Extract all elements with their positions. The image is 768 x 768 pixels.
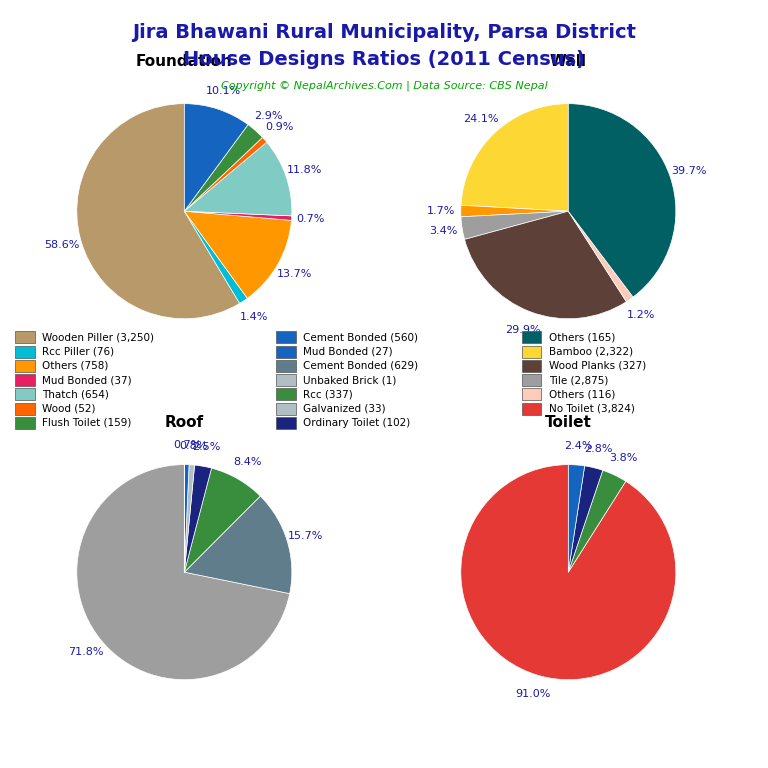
Wedge shape xyxy=(465,211,627,319)
Text: Galvanized (33): Galvanized (33) xyxy=(303,404,386,414)
Text: 3.4%: 3.4% xyxy=(429,227,457,237)
Text: 1.7%: 1.7% xyxy=(427,206,455,216)
Wedge shape xyxy=(184,124,263,211)
Text: 71.8%: 71.8% xyxy=(68,647,104,657)
FancyBboxPatch shape xyxy=(15,346,35,358)
Text: 0.8%: 0.8% xyxy=(179,441,207,451)
Wedge shape xyxy=(77,465,290,680)
FancyBboxPatch shape xyxy=(522,402,541,415)
Wedge shape xyxy=(184,211,292,220)
FancyBboxPatch shape xyxy=(522,389,541,400)
Text: Tile (2,875): Tile (2,875) xyxy=(549,375,608,386)
Text: 3.8%: 3.8% xyxy=(609,452,637,462)
Wedge shape xyxy=(568,466,603,572)
Wedge shape xyxy=(568,470,626,572)
Text: 24.1%: 24.1% xyxy=(463,114,499,124)
Text: Copyright © NepalArchives.Com | Data Source: CBS Nepal: Copyright © NepalArchives.Com | Data Sou… xyxy=(220,81,548,91)
FancyBboxPatch shape xyxy=(522,331,541,343)
Text: Cement Bonded (560): Cement Bonded (560) xyxy=(303,333,419,343)
Text: 8.4%: 8.4% xyxy=(233,457,262,467)
Wedge shape xyxy=(184,465,211,572)
Wedge shape xyxy=(461,211,568,240)
Text: 58.6%: 58.6% xyxy=(45,240,80,250)
Text: 39.7%: 39.7% xyxy=(671,166,707,176)
Wedge shape xyxy=(184,468,260,572)
Wedge shape xyxy=(568,104,676,297)
FancyBboxPatch shape xyxy=(15,402,35,415)
FancyBboxPatch shape xyxy=(276,331,296,343)
Text: Rcc (337): Rcc (337) xyxy=(303,389,353,399)
Text: 15.7%: 15.7% xyxy=(288,531,323,541)
FancyBboxPatch shape xyxy=(15,417,35,429)
Wedge shape xyxy=(461,104,568,211)
Text: 2.4%: 2.4% xyxy=(564,441,592,451)
FancyBboxPatch shape xyxy=(15,360,35,372)
Wedge shape xyxy=(184,465,194,572)
FancyBboxPatch shape xyxy=(276,346,296,358)
Text: 0.7%: 0.7% xyxy=(296,214,325,224)
Wedge shape xyxy=(184,465,189,572)
Wedge shape xyxy=(568,211,633,302)
Title: Roof: Roof xyxy=(165,415,204,429)
Text: Unbaked Brick (1): Unbaked Brick (1) xyxy=(303,375,397,386)
Text: Mud Bonded (37): Mud Bonded (37) xyxy=(42,375,132,386)
Wedge shape xyxy=(184,211,291,298)
Text: 2.5%: 2.5% xyxy=(192,442,220,452)
Text: 2.8%: 2.8% xyxy=(584,444,613,454)
Text: House Designs Ratios (2011 Census): House Designs Ratios (2011 Census) xyxy=(183,50,585,69)
Text: No Toilet (3,824): No Toilet (3,824) xyxy=(549,404,635,414)
Text: 0.7%: 0.7% xyxy=(173,440,201,450)
Text: Wood Planks (327): Wood Planks (327) xyxy=(549,361,647,371)
FancyBboxPatch shape xyxy=(522,360,541,372)
FancyBboxPatch shape xyxy=(15,331,35,343)
Text: Wood (52): Wood (52) xyxy=(42,404,96,414)
Wedge shape xyxy=(461,465,676,680)
Text: Jira Bhawani Rural Municipality, Parsa District: Jira Bhawani Rural Municipality, Parsa D… xyxy=(132,23,636,42)
Wedge shape xyxy=(184,104,248,211)
Wedge shape xyxy=(568,465,584,572)
Text: Mud Bonded (27): Mud Bonded (27) xyxy=(303,346,393,356)
FancyBboxPatch shape xyxy=(276,402,296,415)
Text: 11.8%: 11.8% xyxy=(286,165,322,175)
Wedge shape xyxy=(184,496,292,594)
Text: Cement Bonded (629): Cement Bonded (629) xyxy=(303,361,419,371)
FancyBboxPatch shape xyxy=(522,346,541,358)
FancyBboxPatch shape xyxy=(276,374,296,386)
Text: Bamboo (2,322): Bamboo (2,322) xyxy=(549,346,634,356)
Text: Rcc Piller (76): Rcc Piller (76) xyxy=(42,346,114,356)
Text: Others (758): Others (758) xyxy=(42,361,108,371)
Text: Others (165): Others (165) xyxy=(549,333,615,343)
FancyBboxPatch shape xyxy=(15,374,35,386)
Text: 29.9%: 29.9% xyxy=(505,325,541,335)
Title: Wall: Wall xyxy=(550,54,587,68)
FancyBboxPatch shape xyxy=(522,374,541,386)
Wedge shape xyxy=(77,104,240,319)
Title: Toilet: Toilet xyxy=(545,415,592,429)
Text: 0.9%: 0.9% xyxy=(265,122,293,132)
Text: Wooden Piller (3,250): Wooden Piller (3,250) xyxy=(42,333,154,343)
FancyBboxPatch shape xyxy=(276,417,296,429)
FancyBboxPatch shape xyxy=(276,360,296,372)
Text: 91.0%: 91.0% xyxy=(515,689,551,699)
Text: 2.9%: 2.9% xyxy=(254,111,283,121)
Wedge shape xyxy=(461,205,568,217)
Wedge shape xyxy=(184,142,292,216)
Text: Thatch (654): Thatch (654) xyxy=(42,389,109,399)
Text: 1.4%: 1.4% xyxy=(240,312,268,322)
Text: 1.2%: 1.2% xyxy=(627,310,655,320)
FancyBboxPatch shape xyxy=(15,389,35,400)
Wedge shape xyxy=(184,211,247,303)
Text: 10.1%: 10.1% xyxy=(207,86,241,96)
Wedge shape xyxy=(184,137,266,211)
Text: 13.7%: 13.7% xyxy=(277,269,313,279)
Title: Foundation: Foundation xyxy=(136,54,233,68)
Text: Others (116): Others (116) xyxy=(549,389,615,399)
FancyBboxPatch shape xyxy=(276,389,296,400)
Text: Ordinary Toilet (102): Ordinary Toilet (102) xyxy=(303,418,411,428)
Text: Flush Toilet (159): Flush Toilet (159) xyxy=(42,418,131,428)
